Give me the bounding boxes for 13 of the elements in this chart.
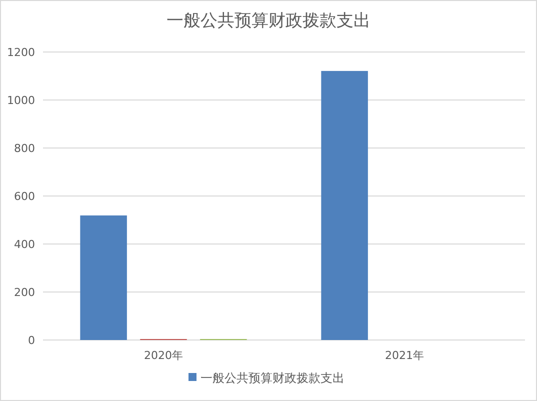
legend-label: 一般公共预算财政拨款支出 (200, 371, 344, 385)
bar (321, 70, 368, 340)
y-tick-label: 1200 (7, 46, 35, 59)
y-tick-label: 1000 (7, 94, 35, 107)
bar (80, 215, 127, 340)
y-tick-label: 0 (28, 334, 35, 347)
chart-title: 一般公共预算财政拨款支出 (166, 11, 370, 31)
y-tick-label: 600 (14, 190, 35, 203)
y-tick-label: 200 (14, 286, 35, 299)
y-tick-label: 400 (14, 238, 35, 251)
y-tick-label: 800 (14, 142, 35, 155)
x-tick-label: 2020年 (144, 349, 183, 362)
x-tick-label: 2021年 (385, 349, 424, 362)
